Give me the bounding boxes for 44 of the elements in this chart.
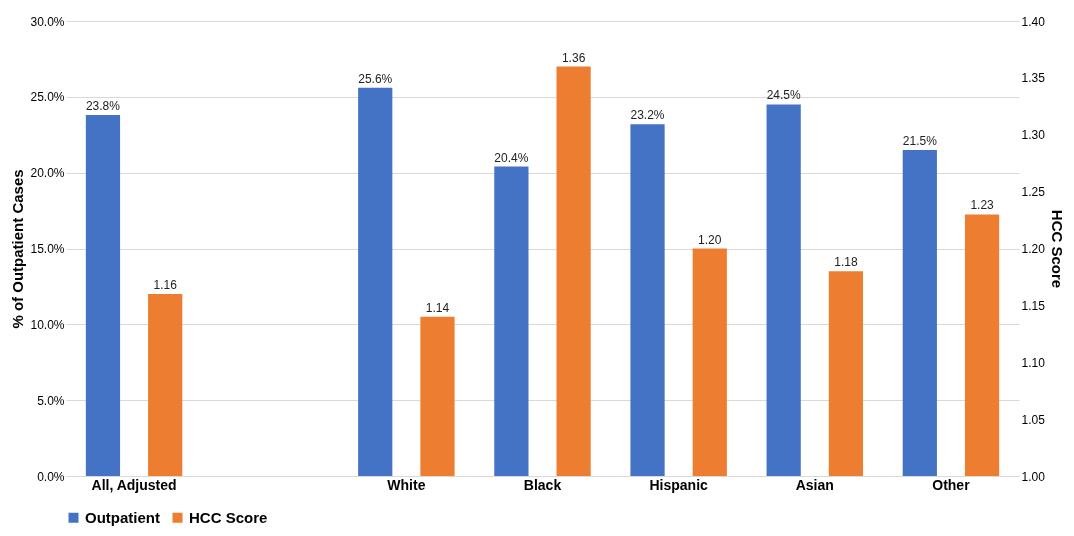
y-tick-label: 20.0%	[30, 166, 65, 181]
bar	[630, 124, 665, 476]
bar	[85, 115, 121, 476]
y2-tick-label: 1.20	[1021, 242, 1046, 256]
y-tick-label: 15.0%	[30, 242, 65, 256]
y2-tick-label: 1.30	[1021, 128, 1046, 143]
data-label: 1.14	[425, 300, 450, 315]
data-label: 25.6%	[358, 71, 393, 86]
y2-tick-label: 1.15	[1021, 298, 1046, 313]
x-tick-label: Asian	[795, 476, 834, 493]
y2-tick-label: 1.00	[1021, 469, 1046, 484]
y2-tick-label: 1.05	[1021, 412, 1046, 427]
y-tick-label: 30.0%	[30, 14, 65, 29]
bar	[494, 166, 529, 476]
x-tick-label: Other	[932, 476, 971, 493]
x-tick-label: All, Adjusted	[91, 476, 177, 493]
y-tick-label: 10.0%	[30, 317, 65, 332]
y2-tick-label: 1.10	[1021, 355, 1046, 370]
bar	[902, 149, 937, 476]
legend-label: Outpatient	[85, 508, 160, 526]
y2-tick-label: 1.35	[1021, 71, 1046, 86]
data-label: 1.18	[834, 255, 858, 270]
data-label: 21.5%	[902, 133, 938, 148]
data-label: 24.5%	[766, 88, 802, 103]
y2-tick-label: 1.40	[1021, 14, 1046, 29]
data-label: 20.4%	[494, 150, 529, 165]
data-label: 1.16	[153, 278, 178, 292]
x-tick-label: Black	[523, 476, 562, 493]
data-label: 1.23	[970, 198, 995, 213]
bar	[358, 87, 393, 476]
data-label: 1.36	[561, 50, 586, 65]
y-tick-label: 25.0%	[30, 90, 65, 105]
y-axis-title: % of Outpatient Cases	[9, 169, 27, 329]
legend-label: HCC Score	[189, 508, 268, 526]
y-tick-label: 5.0%	[37, 393, 65, 408]
data-label: 23.2%	[630, 108, 665, 123]
x-tick-label: Hispanic	[649, 476, 709, 493]
bar	[766, 104, 801, 476]
data-label: 1.20	[698, 232, 722, 247]
y-tick-label: 0.0%	[37, 469, 65, 484]
x-tick-label: White	[387, 476, 426, 493]
y2-tick-label: 1.25	[1021, 185, 1046, 200]
data-label: 23.8%	[85, 99, 121, 114]
y2-axis-title: HCC Score	[1048, 209, 1066, 289]
